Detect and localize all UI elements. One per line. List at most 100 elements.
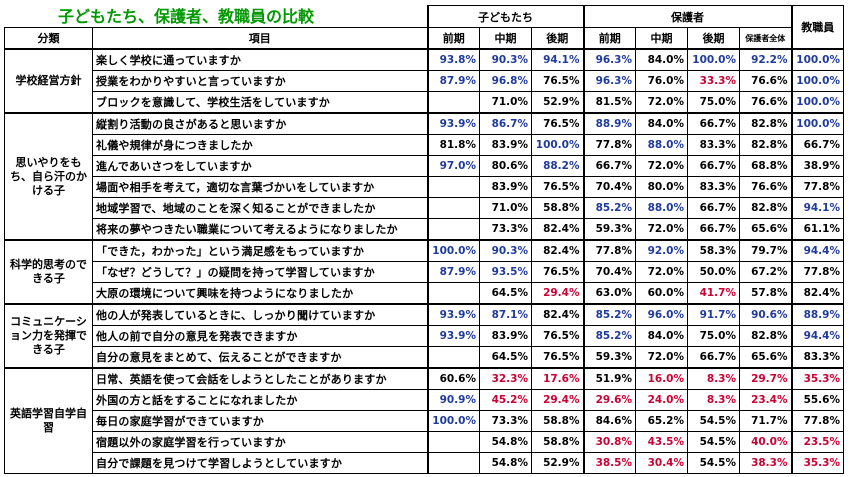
- value-cell-c1: 100.0%: [426, 239, 480, 262]
- item-cell: 礼儀や規律が身につきましたか: [92, 134, 428, 156]
- value-cell-s: 100.0%: [791, 112, 844, 135]
- table-row: 他人の前で自分の意見を発表できますか 93.9% 83.9% 76.5% 85.2% 84…: [5, 325, 844, 347]
- value-cell-c2: 32.3%: [479, 367, 532, 390]
- value-cell-g4: 57.8%: [739, 282, 793, 305]
- value-cell-g1: 66.7%: [583, 155, 636, 177]
- value-cell-c2: 54.8%: [479, 431, 532, 453]
- header-children: 子どもたち: [426, 5, 585, 28]
- value-cell-g2: 84.0%: [635, 48, 688, 71]
- value-cell-c3: 76.5%: [531, 261, 585, 283]
- value-cell-g1: 63.0%: [583, 282, 636, 305]
- value-cell-g2: 84.0%: [635, 325, 688, 347]
- value-cell-g4: 92.2%: [739, 48, 793, 71]
- value-cell-g4: 82.8%: [739, 197, 793, 219]
- value-cell-g4: 23.4%: [739, 389, 793, 411]
- category-cell: 思いやりをもち、自ら汗のかける子: [4, 112, 93, 241]
- value-cell-g2: 72.0%: [635, 218, 688, 241]
- category-cell: 科学的思考のできる子: [4, 239, 93, 305]
- value-cell-c1: [426, 197, 480, 219]
- value-cell-g4: 68.8%: [739, 155, 793, 177]
- value-cell-c2: 83.9%: [479, 325, 532, 347]
- value-cell-s: 77.8%: [791, 261, 844, 283]
- table-row: 礼儀や規律が身につきましたか 81.8% 83.9% 100.0% 77.8% 88.0%…: [5, 134, 844, 156]
- value-cell-c3: 100.0%: [531, 134, 585, 156]
- header-guardians-early: 前期: [583, 27, 636, 50]
- table-row: 自分で課題を見つけて学習しようとしていますか 54.8% 52.9% 38.5% 30.…: [5, 452, 844, 474]
- value-cell-g4: 40.0%: [739, 431, 793, 453]
- value-cell-g1: 30.8%: [583, 431, 636, 453]
- item-cell: 自分の意見をまとめて、伝えることができますか: [92, 346, 428, 369]
- item-cell: 将来の夢やつきたい職業について考えるようになりましたか: [92, 218, 428, 241]
- value-cell-c2: 83.9%: [479, 176, 532, 198]
- value-cell-g4: 76.6%: [739, 176, 793, 198]
- value-cell-c1: 97.0%: [426, 155, 480, 177]
- value-cell-s: 35.3%: [791, 367, 844, 390]
- value-cell-g3: 58.3%: [687, 239, 740, 262]
- table-row: 学校経営方針 楽しく学校に通っていますか 93.8% 90.3% 94.1% 96.3% 8…: [4, 48, 844, 114]
- item-cell: 大原の環境について興味を持つようになりましたか: [92, 282, 428, 305]
- value-cell-c2: 64.5%: [479, 282, 532, 305]
- value-cell-c3: 88.2%: [531, 155, 585, 177]
- header-children-late: 後期: [531, 27, 585, 50]
- header-guardians: 保護者: [583, 5, 793, 28]
- item-cell: 楽しく学校に通っていますか: [92, 48, 428, 71]
- value-cell-g3: 50.0%: [687, 261, 740, 283]
- value-cell-c3: 82.4%: [531, 239, 585, 262]
- value-cell-c2: 96.8%: [479, 70, 532, 92]
- value-cell-g3: 75.0%: [687, 91, 740, 114]
- value-cell-g4: 82.8%: [739, 325, 793, 347]
- item-cell: 進んであいさつをしていますか: [92, 155, 428, 177]
- table-row: 地域学習で、地域のことを深く知ることができましたか 71.0% 58.8% 85.2%…: [5, 197, 844, 219]
- value-cell-c1: 93.8%: [426, 48, 480, 71]
- item-cell: 「なぜ？どうして？」の疑問を持って学習していますか: [92, 261, 428, 283]
- value-cell-g4: 65.6%: [739, 218, 793, 241]
- table-row: 「なぜ？どうして？」の疑問を持って学習していますか 87.9% 93.5% 76.5%…: [5, 261, 844, 283]
- value-cell-g1: 96.3%: [583, 48, 636, 71]
- category-cell: 学校経営方針: [4, 48, 93, 114]
- value-cell-c1: 93.9%: [426, 303, 480, 326]
- table-row: 授業をわかりやすいと言っていますか 87.9% 96.8% 76.5% 96.3% 76.…: [5, 70, 844, 92]
- value-cell-s: 35.3%: [791, 452, 844, 474]
- item-cell: 場面や相手を考えて，適切な言葉づかいをしていますか: [92, 176, 428, 198]
- value-cell-g4: 67.2%: [739, 261, 793, 283]
- item-cell: 「できた，わかった」という満足感をもっていますか: [92, 239, 428, 262]
- value-cell-g4: 90.6%: [739, 303, 793, 326]
- value-cell-c3: 29.4%: [531, 389, 585, 411]
- value-cell-c3: 94.1%: [531, 48, 585, 71]
- value-cell-c2: 86.7%: [479, 112, 532, 135]
- value-cell-g2: 30.4%: [635, 452, 688, 474]
- value-cell-g1: 29.6%: [583, 389, 636, 411]
- value-cell-g4: 79.7%: [739, 239, 793, 262]
- table-row: 科学的思考のできる子 「できた，わかった」という満足感をもっていますか 100.0%…: [4, 239, 844, 305]
- item-cell: 宿題以外の家庭学習を行っていますか: [92, 431, 428, 453]
- value-cell-c3: 17.6%: [531, 367, 585, 390]
- item-cell: 毎日の家庭学習ができていますか: [92, 410, 428, 432]
- header-category: 分類: [4, 27, 93, 50]
- value-cell-g1: 70.4%: [583, 261, 636, 283]
- value-cell-g2: 96.0%: [635, 303, 688, 326]
- value-cell-c3: 29.4%: [531, 282, 585, 305]
- value-cell-c1: 90.9%: [426, 389, 480, 411]
- value-cell-g1: 85.2%: [583, 197, 636, 219]
- value-cell-c2: 93.5%: [479, 261, 532, 283]
- value-cell-g1: 85.2%: [583, 325, 636, 347]
- item-cell: 他人の前で自分の意見を発表できますか: [92, 325, 428, 347]
- value-cell-s: 55.6%: [791, 389, 844, 411]
- value-cell-g1: 88.9%: [583, 112, 636, 135]
- header-staff: 教職員: [791, 5, 844, 50]
- value-cell-c2: 90.3%: [479, 48, 532, 71]
- header-row-sub: 分類 項目 前期 中期 後期 前期 中期 後期 保護者全体: [4, 27, 844, 50]
- table-row: 自分の意見をまとめて、伝えることができますか 64.5% 76.5% 59.3% 72.…: [5, 346, 844, 369]
- value-cell-g1: 59.3%: [583, 218, 636, 241]
- value-cell-s: 100.0%: [791, 48, 844, 71]
- value-cell-g1: 81.5%: [583, 91, 636, 114]
- value-cell-g2: 88.0%: [635, 197, 688, 219]
- value-cell-g3: 100.0%: [687, 48, 740, 71]
- value-cell-g3: 91.7%: [687, 303, 740, 326]
- value-cell-g2: 16.0%: [635, 367, 688, 390]
- value-cell-g4: 29.7%: [739, 367, 793, 390]
- value-cell-g4: 76.6%: [739, 91, 793, 114]
- value-cell-s: 82.4%: [791, 282, 844, 305]
- value-cell-s: 94.4%: [791, 239, 844, 262]
